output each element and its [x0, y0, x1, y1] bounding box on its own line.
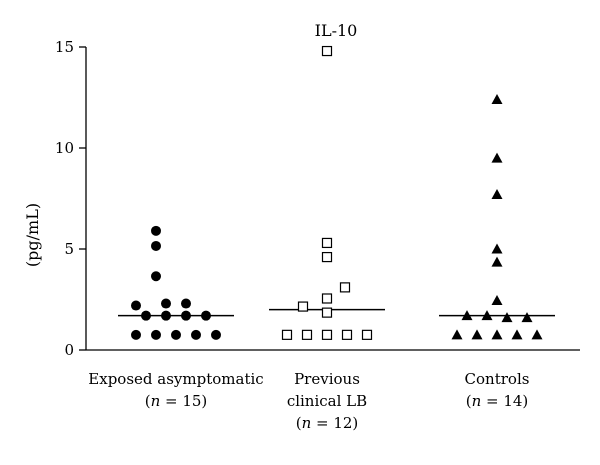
y-tick-label: 0 [64, 341, 74, 359]
data-point-square [321, 329, 333, 340]
data-point-circle [131, 329, 141, 340]
data-point-circle [181, 310, 191, 321]
data-point-triangle [521, 312, 533, 323]
data-point-square [321, 293, 333, 304]
data-point-circle [211, 329, 221, 340]
data-points [131, 45, 543, 340]
data-point-circle [191, 329, 201, 340]
data-point-square [281, 329, 293, 340]
category-label: Exposed asymptomatic [88, 370, 263, 388]
y-tick-label: 15 [55, 38, 74, 56]
data-point-triangle [491, 329, 503, 340]
data-point-triangle [481, 310, 493, 321]
category-labels: Exposed asymptomatic (n = 15) Previous clin… [88, 370, 529, 432]
data-point-circle [161, 310, 171, 321]
data-point-triangle [491, 152, 503, 163]
y-tick-label: 5 [64, 240, 74, 258]
data-point-circle [171, 329, 181, 340]
data-point-triangle [491, 295, 503, 306]
y-tick-label: 10 [55, 139, 74, 157]
category-n-label: (n = 12) [296, 414, 359, 432]
data-point-triangle [491, 94, 503, 105]
data-point-triangle [531, 329, 543, 340]
data-point-square [321, 237, 333, 249]
y-ticks: 0 5 10 15 [55, 38, 86, 359]
category-label: clinical LB [287, 392, 367, 410]
data-point-circle [151, 240, 161, 251]
data-point-square [341, 329, 353, 340]
data-point-triangle [491, 243, 503, 254]
category-n-label: (n = 15) [145, 392, 208, 410]
data-point-square [321, 251, 333, 263]
data-point-circle [151, 329, 161, 340]
data-point-circle [141, 310, 151, 321]
category-n-label: (n = 14) [466, 392, 529, 410]
data-point-triangle [491, 188, 503, 199]
axes [85, 47, 580, 351]
data-point-circle [201, 310, 211, 321]
chart-title: IL-10 [315, 21, 358, 40]
data-point-square [321, 45, 333, 57]
data-point-square [339, 282, 351, 293]
data-point-triangle [461, 310, 473, 321]
data-point-circle [151, 271, 161, 282]
data-point-square [297, 301, 309, 312]
data-point-triangle [501, 312, 513, 323]
data-point-circle [161, 298, 171, 309]
data-point-triangle [511, 329, 523, 340]
data-point-square [321, 307, 333, 318]
data-point-square [361, 329, 373, 340]
y-axis-label: (pg/mL) [23, 203, 42, 267]
category-label: Controls [465, 370, 530, 388]
category-label: Previous [294, 370, 360, 388]
data-point-square [301, 329, 313, 340]
data-point-circle [131, 300, 141, 311]
data-point-circle [151, 225, 161, 236]
data-point-triangle [451, 329, 463, 340]
data-point-triangle [491, 256, 503, 267]
data-point-triangle [471, 329, 483, 340]
data-point-circle [181, 298, 191, 309]
